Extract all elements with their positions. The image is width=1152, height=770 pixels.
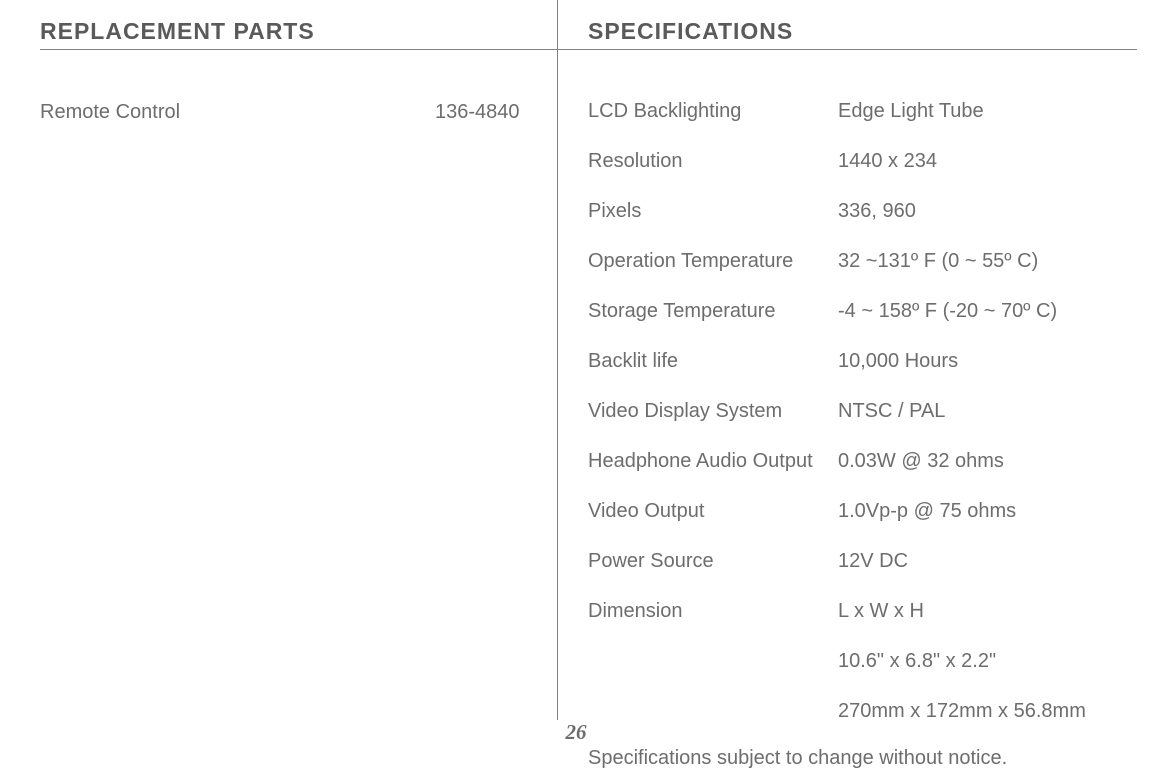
spec-row: Pixels336, 960 xyxy=(588,201,1152,221)
spec-row: 270mm x 172mm x 56.8mm xyxy=(588,701,1152,721)
right-header: SPECIFICATIONS xyxy=(588,18,1152,63)
spec-row: Video Output1.0Vp-p @ 75 ohms xyxy=(588,501,1152,521)
page-number: 26 xyxy=(0,720,1152,745)
spec-value: 32 ~131º F (0 ~ 55º C) xyxy=(838,251,1152,271)
spec-value: 12V DC xyxy=(838,551,1152,571)
specs-body: LCD BacklightingEdge Light Tube Resoluti… xyxy=(588,101,1152,721)
parts-value: 136-4840 xyxy=(435,101,557,124)
spec-value: Edge Light Tube xyxy=(838,101,1152,121)
spec-note: Specifications subject to change without… xyxy=(588,747,1152,770)
spec-row: Resolution1440 x 234 xyxy=(588,151,1152,171)
spec-row: Power Source12V DC xyxy=(588,551,1152,571)
spec-label: Video Output xyxy=(588,501,838,521)
parts-row: Remote Control 136-4840 xyxy=(40,101,557,124)
right-column: SPECIFICATIONS LCD BacklightingEdge Ligh… xyxy=(558,0,1152,720)
spec-label xyxy=(588,651,838,671)
spec-label: Headphone Audio Output xyxy=(588,451,838,471)
spec-label: Operation Temperature xyxy=(588,251,838,271)
spec-label: Pixels xyxy=(588,201,838,221)
left-column: REPLACEMENT PARTS Remote Control 136-484… xyxy=(0,0,558,720)
spec-label: LCD Backlighting xyxy=(588,101,838,121)
spec-row: Backlit life10,000 Hours xyxy=(588,351,1152,371)
spec-label: Backlit life xyxy=(588,351,838,371)
spec-label: Video Display System xyxy=(588,401,838,421)
spec-value: 336, 960 xyxy=(838,201,1152,221)
spec-value: 10,000 Hours xyxy=(838,351,1152,371)
spec-row: Headphone Audio Output0.03W @ 32 ohms xyxy=(588,451,1152,471)
spec-label: Resolution xyxy=(588,151,838,171)
page-container: REPLACEMENT PARTS Remote Control 136-484… xyxy=(0,0,1152,720)
spec-label: Storage Temperature xyxy=(588,301,838,321)
spec-value: 10.6" x 6.8" x 2.2" xyxy=(838,651,1152,671)
spec-value: L x W x H xyxy=(838,601,1152,621)
spec-value: 1440 x 234 xyxy=(838,151,1152,171)
spec-row: 10.6" x 6.8" x 2.2" xyxy=(588,651,1152,671)
spec-value: 0.03W @ 32 ohms xyxy=(838,451,1152,471)
parts-label: Remote Control xyxy=(40,101,435,124)
spec-label: Power Source xyxy=(588,551,838,571)
left-header: REPLACEMENT PARTS xyxy=(40,18,557,63)
spec-row: Operation Temperature32 ~131º F (0 ~ 55º… xyxy=(588,251,1152,271)
spec-label: Dimension xyxy=(588,601,838,621)
spec-value: -4 ~ 158º F (-20 ~ 70º C) xyxy=(838,301,1152,321)
spec-value: 1.0Vp-p @ 75 ohms xyxy=(838,501,1152,521)
spec-row: DimensionL x W x H xyxy=(588,601,1152,621)
spec-value: NTSC / PAL xyxy=(838,401,1152,421)
header-divider xyxy=(40,49,1137,50)
spec-row: Video Display SystemNTSC / PAL xyxy=(588,401,1152,421)
spec-label xyxy=(588,701,838,721)
spec-value: 270mm x 172mm x 56.8mm xyxy=(838,701,1152,721)
spec-row: LCD BacklightingEdge Light Tube xyxy=(588,101,1152,121)
spec-row: Storage Temperature-4 ~ 158º F (-20 ~ 70… xyxy=(588,301,1152,321)
